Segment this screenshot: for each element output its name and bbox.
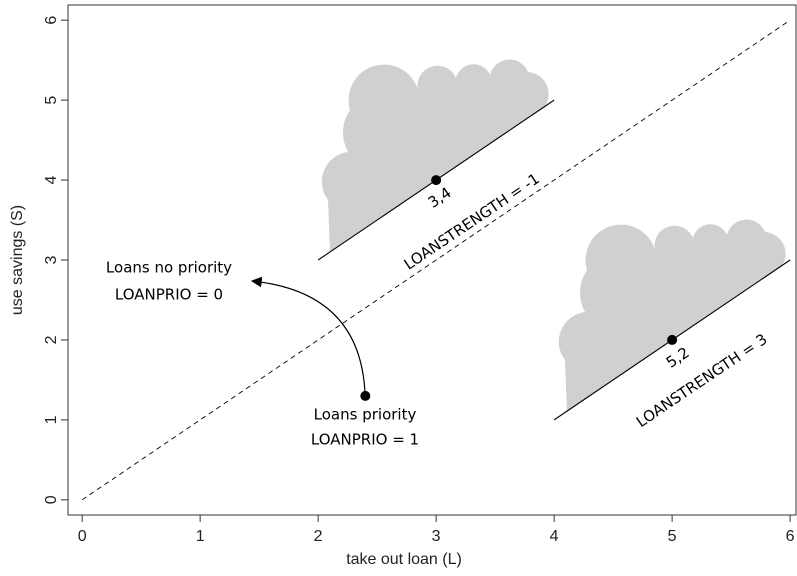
y-tick-label: 6 [43, 16, 60, 25]
x-tick-label: 4 [550, 528, 559, 545]
point [667, 334, 678, 345]
cloud [321, 59, 549, 252]
point-label: 3,4 [425, 183, 455, 211]
annotation: LOANPRIO = 1 [311, 431, 419, 449]
y-tick-label: 0 [43, 495, 60, 504]
annotation: LOANPRIO = 0 [115, 286, 223, 304]
y-tick-label: 3 [43, 255, 60, 264]
y-tick-label: 2 [43, 335, 60, 344]
x-tick-label: 1 [196, 528, 205, 545]
point-label: 5,2 [663, 343, 693, 371]
x-tick-label: 5 [668, 528, 677, 545]
x-tick-label: 2 [314, 528, 323, 545]
point [360, 390, 371, 401]
x-tick-label: 3 [432, 528, 441, 545]
diagonal-line [81, 19, 791, 501]
y-tick-label: 4 [43, 176, 60, 185]
cloud [558, 219, 786, 412]
x-axis-label: take out loan (L) [346, 551, 462, 568]
x-tick-label: 6 [786, 528, 795, 545]
arrow [250, 276, 366, 394]
point [431, 175, 442, 186]
y-tick-label: 5 [43, 96, 60, 105]
y-axis-label: use savings (S) [9, 205, 26, 315]
annotation: Loans priority [314, 406, 417, 424]
annotation: Loans no priority [106, 259, 232, 277]
y-tick-label: 1 [43, 415, 60, 424]
x-tick-label: 0 [78, 528, 87, 545]
